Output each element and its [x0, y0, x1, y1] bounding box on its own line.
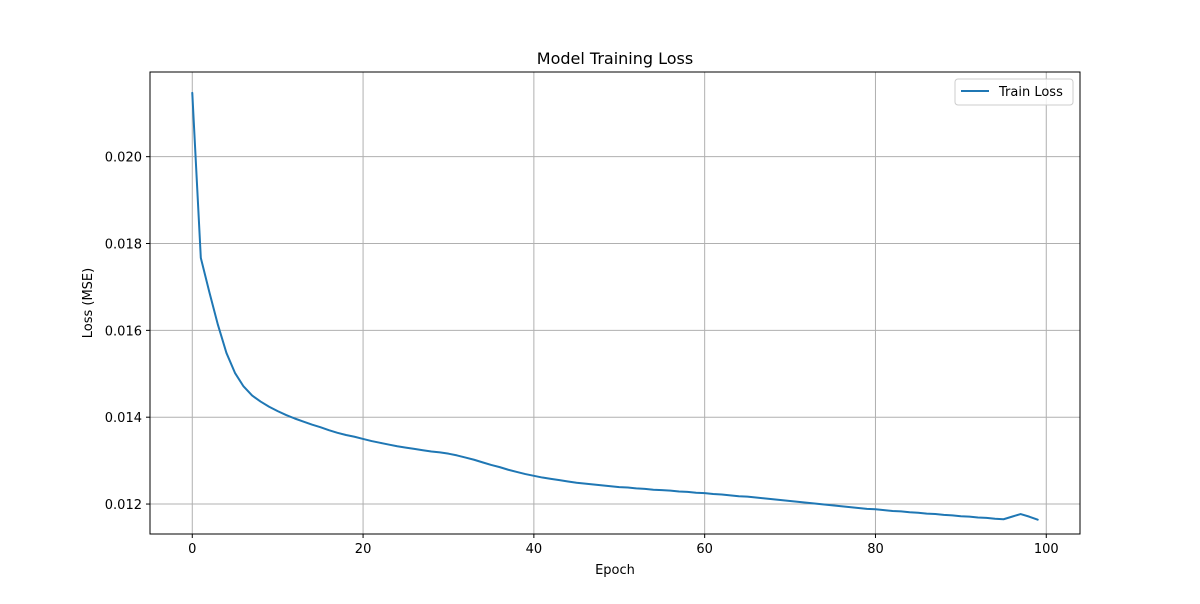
series-layer [191, 91, 1039, 521]
x-tick-label: 40 [526, 542, 543, 557]
legend-label-train-loss: Train Loss [998, 85, 1063, 100]
x-tick-label: 80 [867, 542, 884, 557]
legend: Train Loss [954, 78, 1074, 106]
x-axis-ticks: 0 20 40 60 80 100 [188, 534, 1059, 557]
x-tick-label: 20 [355, 542, 372, 557]
x-tick-label: 100 [1034, 542, 1059, 557]
y-axis-ticks: 0.012 0.014 0.016 0.018 0.020 [105, 151, 150, 513]
y-tick-label: 0.016 [105, 324, 142, 339]
x-tick-label: 0 [188, 542, 196, 557]
y-tick-label: 0.014 [105, 411, 142, 426]
y-axis-label: Loss (MSE) [81, 268, 96, 338]
plot-area-frame [149, 71, 1081, 535]
x-tick-label: 60 [696, 542, 713, 557]
y-tick-label: 0.018 [105, 238, 142, 253]
series-line-train-loss [191, 91, 1039, 521]
y-tick-label: 0.020 [105, 151, 142, 166]
grid-lines [150, 72, 1080, 534]
chart-title: Model Training Loss [537, 49, 693, 68]
y-tick-label: 0.012 [105, 498, 142, 513]
legend-box [954, 78, 1074, 106]
x-axis-label: Epoch [595, 563, 635, 578]
